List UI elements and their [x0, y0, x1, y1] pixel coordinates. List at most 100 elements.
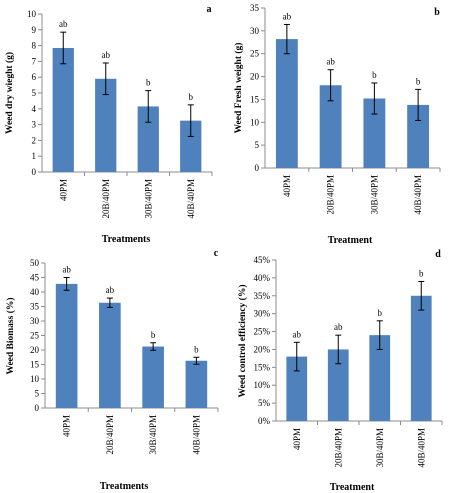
x-tick-label: 30B/40PM [143, 179, 153, 219]
significance-label: ab [102, 50, 111, 60]
y-tick-label: 1 [32, 151, 37, 161]
y-tick-label: 25% [254, 327, 271, 337]
y-tick-label: 15 [30, 360, 40, 370]
bar-30B/40PM [369, 335, 391, 421]
y-tick-label: 5 [255, 140, 260, 150]
x-axis-title: Treatment [328, 235, 373, 246]
bar-30B/40PM [363, 98, 386, 168]
y-tick-label: 3 [32, 120, 37, 130]
significance-label: b [151, 330, 156, 340]
x-tick-label: 20B/40PM [326, 175, 336, 215]
significance-label: ab [283, 11, 292, 21]
x-tick-label: 40B/40PM [413, 175, 423, 215]
y-tick-label: 4 [32, 104, 37, 114]
y-tick-label: 7 [32, 56, 37, 66]
x-tick-label: 40PM [282, 175, 292, 197]
y-tick-label: 20% [254, 344, 271, 354]
significance-label: ab [106, 285, 115, 295]
y-tick-label: 0 [255, 163, 260, 173]
y-tick-label: 50 [30, 258, 40, 268]
x-tick-label: 40B/40PM [416, 428, 426, 468]
bar-20B/40PM [95, 78, 117, 172]
bar-40B/40PM [185, 360, 208, 408]
bar-30B/40PM [142, 346, 164, 408]
significance-label: ab [334, 322, 343, 332]
y-tick-label: 15% [254, 362, 271, 372]
y-tick-label: 20 [250, 72, 260, 82]
x-tick-label: 40PM [58, 179, 68, 201]
y-tick-label: 20 [30, 345, 40, 355]
y-tick-label: 45% [254, 255, 271, 265]
x-axis-title: Treatments [100, 481, 149, 492]
y-tick-label: 35 [250, 3, 260, 13]
y-tick-label: 45 [30, 273, 40, 283]
y-axis-title: Weed Biomass (%) [5, 297, 16, 374]
chart-panel-a: 0 1 2 3 4 5 6 7 8 9 10 ab 40PM ab 20B/40PM b 30B/40PM b 40… [4, 4, 213, 245]
y-tick-label: 40 [30, 287, 40, 297]
significance-label: ab [62, 265, 71, 275]
significance-label: ab [326, 57, 335, 67]
y-axis-title: Weed control efficiency (%) [237, 285, 248, 398]
x-tick-label: 20B/40PM [333, 428, 343, 468]
significance-label: b [378, 308, 383, 318]
bar-40PM [55, 283, 78, 408]
panel-letter: b [434, 7, 440, 18]
bar-40PM [275, 39, 298, 169]
y-tick-label: 30 [250, 26, 260, 36]
x-tick-label: 40B/40PM [186, 179, 196, 219]
significance-label: b [372, 70, 377, 80]
significance-label: b [146, 78, 151, 88]
x-tick-label: 30B/40PM [375, 428, 385, 468]
x-tick-label: 30B/40PM [369, 175, 379, 215]
y-tick-label: 10% [254, 380, 271, 390]
x-axis-title: Treatment [330, 482, 375, 493]
y-tick-label: 5 [32, 88, 37, 98]
x-tick-label: 40PM [62, 415, 72, 437]
x-axis-title: Treatments [102, 234, 151, 245]
significance-label: b [189, 92, 194, 102]
y-tick-label: 10 [27, 9, 37, 19]
y-tick-label: 6 [32, 72, 37, 82]
bar-40PM [52, 47, 74, 172]
y-tick-label: 5 [35, 389, 40, 399]
x-tick-label: 40PM [292, 428, 302, 450]
y-tick-label: 30% [254, 309, 271, 319]
y-tick-label: 35% [254, 291, 271, 301]
y-tick-label: 8 [32, 41, 37, 51]
bar-40B/40PM [410, 295, 432, 421]
significance-label: ab [59, 19, 68, 29]
panel-letter: c [214, 248, 219, 259]
chart-panel-d: 0% 5% 10% 15% 20% 25% 30% 35% 40% 45% ab 40PM ab 20B/… [237, 249, 443, 493]
x-tick-label: 20B/40PM [101, 179, 111, 219]
significance-label: b [194, 344, 199, 354]
y-tick-label: 35 [30, 302, 40, 312]
x-tick-label: 20B/40PM [105, 415, 115, 455]
bar-30B/40PM [137, 106, 159, 172]
y-tick-label: 10 [250, 117, 260, 127]
chart-panel-c: 0 5 10 15 20 25 30 35 40 45 50 ab 40PM ab 20B/40PM b 30B… [5, 248, 219, 492]
bar-20B/40PM [327, 349, 349, 421]
y-tick-label: 15 [250, 94, 260, 104]
y-tick-label: 9 [32, 25, 37, 35]
significance-label: ab [293, 329, 302, 339]
panel-letter: d [435, 249, 441, 260]
y-tick-label: 10 [30, 374, 40, 384]
bar-40PM [286, 356, 308, 421]
significance-label: b [416, 76, 421, 86]
x-tick-label: 40B/40PM [191, 415, 201, 455]
bar-20B/40PM [99, 302, 121, 408]
chart-panel-b: 0 5 10 15 20 25 30 35 ab 40PM ab 20B/40PM b 30B/40PM b… [233, 3, 441, 246]
y-tick-label: 25 [30, 331, 40, 341]
y-axis-title: Weed dry wieght (g) [4, 52, 15, 134]
y-tick-label: 40% [254, 273, 271, 283]
y-tick-label: 0 [35, 403, 40, 413]
y-tick-label: 25 [250, 49, 260, 59]
y-tick-label: 2 [32, 135, 37, 145]
y-tick-label: 0% [258, 416, 271, 426]
panel-letter: a [207, 4, 212, 15]
bar-20B/40PM [319, 85, 342, 168]
y-tick-label: 30 [30, 316, 40, 326]
bar-40B/40PM [407, 104, 430, 168]
y-tick-label: 0 [32, 167, 37, 177]
